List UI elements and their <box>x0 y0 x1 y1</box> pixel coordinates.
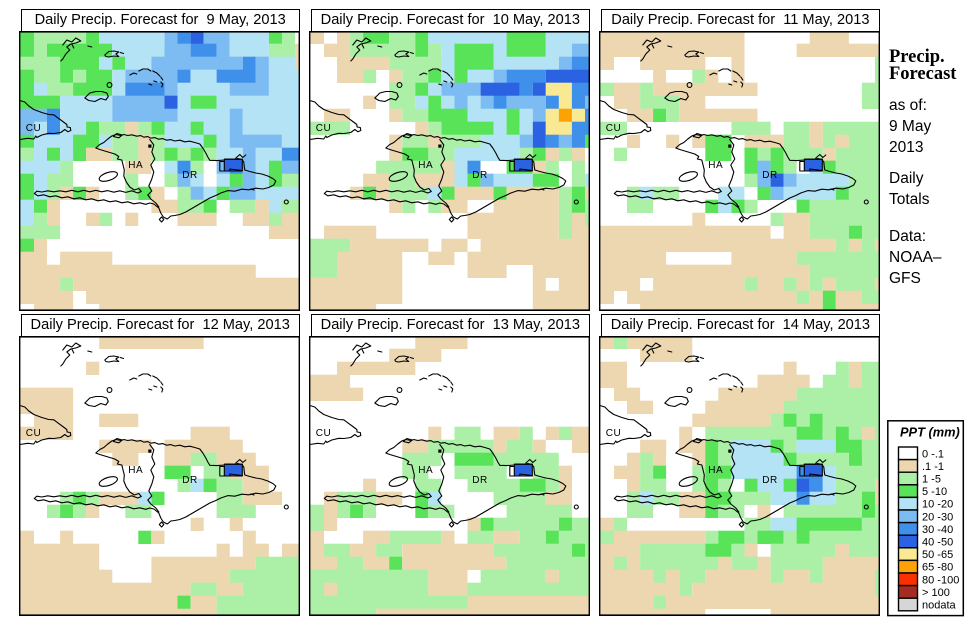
svg-text:DR: DR <box>762 475 777 486</box>
svg-text:5 -10: 5 -10 <box>922 486 947 498</box>
svg-text:0 -.1: 0 -.1 <box>922 448 944 460</box>
svg-text:DR: DR <box>472 170 487 181</box>
svg-text:HA: HA <box>418 465 433 476</box>
svg-text:PPT (mm): PPT (mm) <box>900 425 960 440</box>
svg-text:CU: CU <box>316 428 331 439</box>
svg-text:80 -100: 80 -100 <box>922 574 959 586</box>
svg-text:HA: HA <box>128 465 143 476</box>
svg-text:DR: DR <box>472 475 487 486</box>
svg-text:40 -50: 40 -50 <box>922 537 953 549</box>
svg-text:10 -20: 10 -20 <box>922 499 953 511</box>
svg-text:DR: DR <box>762 170 777 181</box>
svg-text:.1 -1: .1 -1 <box>922 461 944 473</box>
svg-text:HA: HA <box>128 160 143 171</box>
svg-text:DR: DR <box>182 475 197 486</box>
svg-text:30 -40: 30 -40 <box>922 524 953 536</box>
svg-text:CU: CU <box>606 123 621 134</box>
svg-text:CU: CU <box>26 428 41 439</box>
svg-text:> 100: > 100 <box>922 587 950 599</box>
svg-text:20 -30: 20 -30 <box>922 511 953 523</box>
svg-text:CU: CU <box>606 428 621 439</box>
svg-text:HA: HA <box>708 160 723 171</box>
svg-text:1 -5: 1 -5 <box>922 474 941 486</box>
svg-text:CU: CU <box>26 123 41 134</box>
svg-text:CU: CU <box>316 123 331 134</box>
svg-text:65 -80: 65 -80 <box>922 562 953 574</box>
svg-text:HA: HA <box>418 160 433 171</box>
svg-text:nodata: nodata <box>922 600 957 612</box>
svg-text:50 -65: 50 -65 <box>922 549 953 561</box>
svg-text:DR: DR <box>182 170 197 181</box>
svg-text:HA: HA <box>708 465 723 476</box>
